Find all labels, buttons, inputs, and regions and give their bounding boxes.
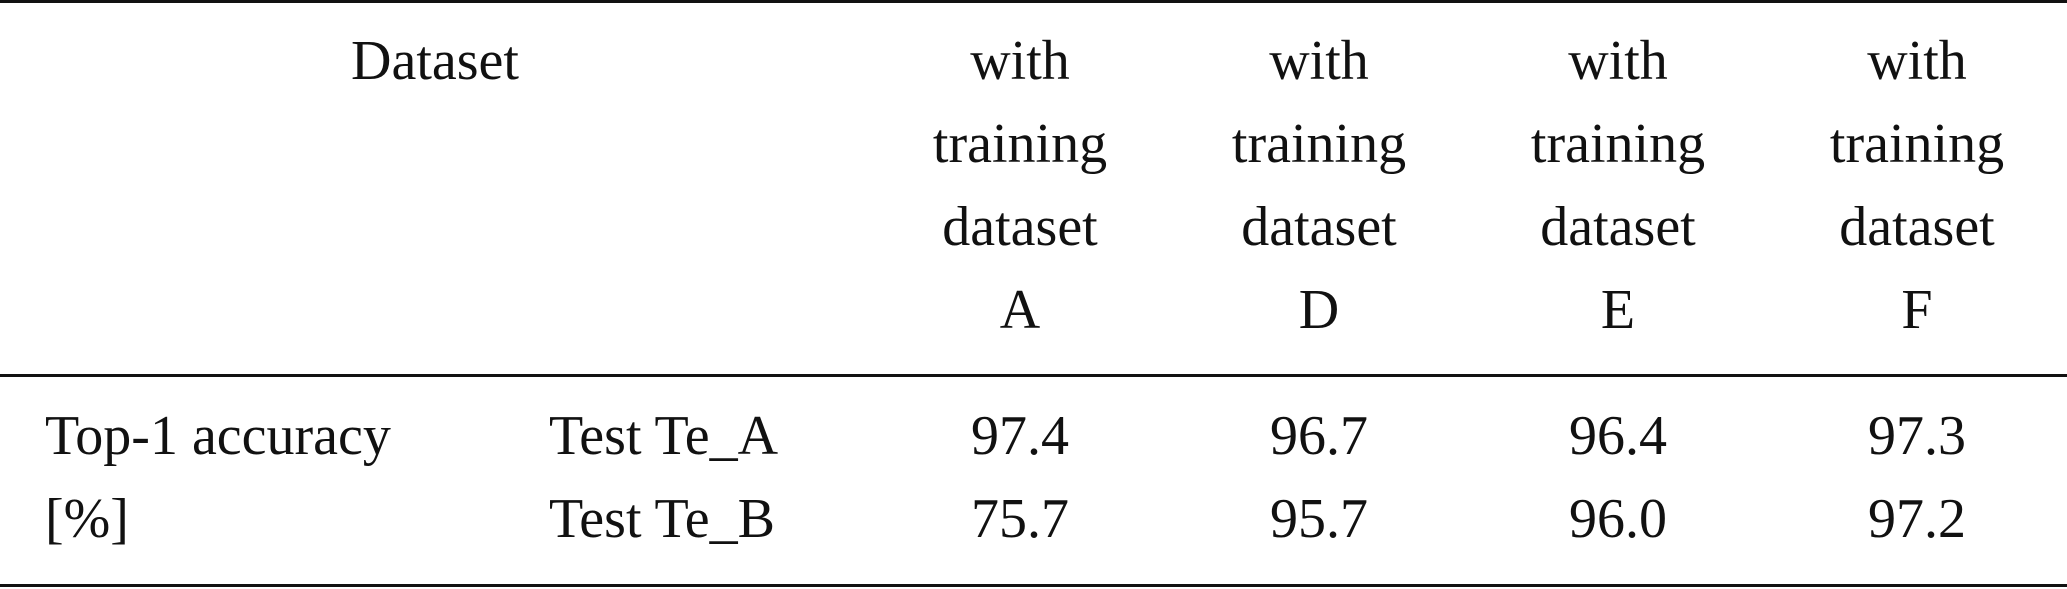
column-header-f: with training dataset F xyxy=(1767,20,2067,352)
column-header-d: with training dataset D xyxy=(1169,20,1469,352)
column-header-line: D xyxy=(1298,279,1340,341)
table-cell: 96.7 xyxy=(1270,405,1368,467)
column-header-line: with xyxy=(1568,30,1668,92)
column-header-line: A xyxy=(999,279,1041,341)
column-header-line: dataset xyxy=(1241,196,1397,258)
column-header-line: with xyxy=(1269,30,1369,92)
column-header-e: with training dataset E xyxy=(1468,20,1768,352)
dataset-header: Dataset xyxy=(351,30,519,92)
table-cell: 97.4 xyxy=(971,405,1069,467)
test-label-te-b: Test Te_B xyxy=(549,488,775,550)
column-header-line: training xyxy=(1231,113,1407,175)
table-cell: 96.4 xyxy=(1569,405,1667,467)
test-label-te-a: Test Te_A xyxy=(549,405,779,467)
column-header-line: with xyxy=(1867,30,1967,92)
column-header-line: with xyxy=(970,30,1070,92)
column-header-line: F xyxy=(1901,279,1933,341)
metric-unit: [%] xyxy=(45,488,129,550)
table-bottom-rule xyxy=(0,584,2067,587)
table-top-rule xyxy=(0,0,2067,3)
metric-label: Top-1 accuracy xyxy=(45,405,391,467)
header-separator-rule xyxy=(0,374,2067,377)
column-header-line: dataset xyxy=(1540,196,1696,258)
table-cell: 95.7 xyxy=(1270,488,1368,550)
table-cell: 96.0 xyxy=(1569,488,1667,550)
column-header-line: dataset xyxy=(1839,196,1995,258)
column-header-line: training xyxy=(1530,113,1706,175)
column-header-line: dataset xyxy=(942,196,1098,258)
column-header-line: training xyxy=(1829,113,2005,175)
table-cell: 75.7 xyxy=(971,488,1069,550)
table-cell: 97.3 xyxy=(1868,405,1966,467)
column-header-line: training xyxy=(932,113,1108,175)
column-header-a: with training dataset A xyxy=(870,20,1170,352)
column-header-line: E xyxy=(1600,279,1636,341)
table-cell: 97.2 xyxy=(1868,488,1966,550)
